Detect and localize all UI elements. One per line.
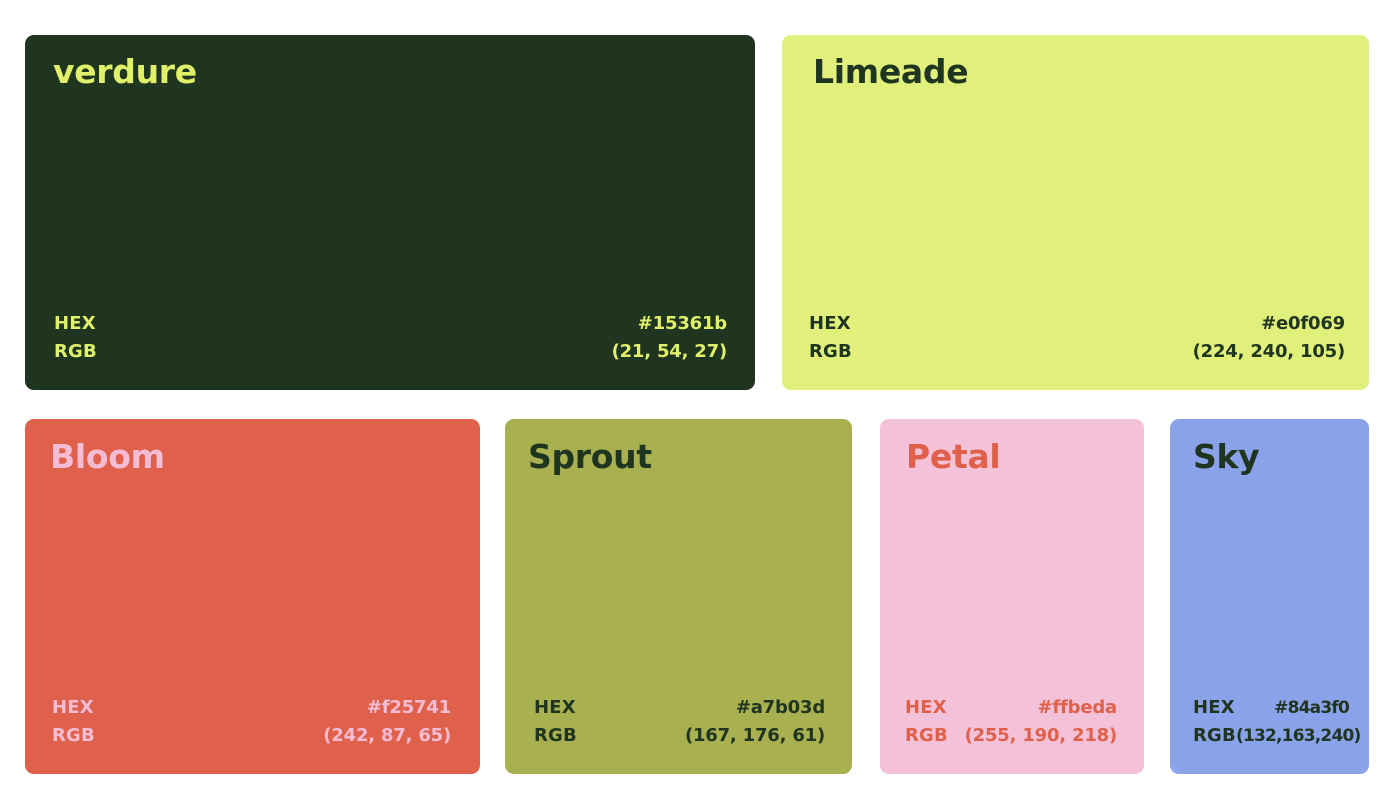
swatch-name: Sprout	[528, 437, 652, 476]
rgb-value[interactable]: (224, 240, 105)	[1192, 341, 1346, 362]
rgb-label: RGB	[534, 725, 577, 746]
swatch-name: verdure	[53, 52, 197, 91]
hex-value[interactable]: #ffbeda	[1037, 697, 1118, 718]
swatch-card-petal[interactable]: Petal HEX #ffbeda RGB (255, 190, 218)	[880, 419, 1144, 774]
hex-value[interactable]: #f25741	[366, 697, 451, 718]
hex-value[interactable]: #a7b03d	[735, 697, 825, 718]
swatch-info: HEX #f25741 RGB (242, 87, 65)	[52, 694, 451, 750]
hex-row: HEX #e0f069	[809, 310, 1345, 338]
hex-row: HEX #f25741	[52, 694, 451, 722]
rgb-value[interactable]: (255, 190, 218)	[964, 725, 1118, 746]
hex-row: HEX #15361b	[54, 310, 727, 338]
swatch-info: HEX #e0f069 RGB (224, 240, 105)	[809, 310, 1345, 366]
swatch-card-sky[interactable]: Sky HEX #84a3f0 RGB (132,163,240)	[1170, 419, 1369, 774]
hex-value[interactable]: #84a3f0	[1274, 698, 1350, 718]
hex-row: HEX #ffbeda	[905, 694, 1117, 722]
swatch-info: HEX #15361b RGB (21, 54, 27)	[54, 310, 727, 366]
swatch-name: Sky	[1193, 437, 1260, 476]
rgb-row: RGB (167, 176, 61)	[534, 722, 825, 750]
hex-label: HEX	[54, 313, 96, 334]
swatch-card-verdure[interactable]: verdure HEX #15361b RGB (21, 54, 27)	[25, 35, 755, 390]
rgb-row: RGB (255, 190, 218)	[905, 722, 1117, 750]
rgb-value[interactable]: (21, 54, 27)	[611, 341, 728, 362]
hex-label: HEX	[534, 697, 576, 718]
swatch-info: HEX #ffbeda RGB (255, 190, 218)	[905, 694, 1117, 750]
hex-row: HEX #a7b03d	[534, 694, 825, 722]
swatch-card-limeade[interactable]: Limeade HEX #e0f069 RGB (224, 240, 105)	[782, 35, 1369, 390]
hex-value[interactable]: #15361b	[637, 313, 727, 334]
hex-label: HEX	[905, 697, 947, 718]
hex-value[interactable]: #e0f069	[1261, 313, 1345, 334]
swatch-info: HEX #84a3f0 RGB (132,163,240)	[1193, 694, 1361, 750]
swatch-card-bloom[interactable]: Bloom HEX #f25741 RGB (242, 87, 65)	[25, 419, 480, 774]
rgb-row: RGB (224, 240, 105)	[809, 338, 1345, 366]
hex-row: HEX #84a3f0	[1193, 694, 1350, 722]
swatch-name: Petal	[906, 437, 1001, 476]
rgb-label: RGB	[52, 725, 95, 746]
swatch-card-sprout[interactable]: Sprout HEX #a7b03d RGB (167, 176, 61)	[505, 419, 852, 774]
rgb-label: RGB	[809, 341, 852, 362]
rgb-row: RGB (242, 87, 65)	[52, 722, 451, 750]
swatch-name: Bloom	[50, 437, 165, 476]
rgb-label: RGB	[54, 341, 97, 362]
hex-label: HEX	[809, 313, 851, 334]
rgb-value[interactable]: (132,163,240)	[1235, 726, 1361, 746]
rgb-row: RGB (132,163,240)	[1193, 722, 1361, 750]
hex-label: HEX	[52, 697, 94, 718]
rgb-label: RGB	[905, 725, 948, 746]
hex-label: HEX	[1193, 697, 1235, 718]
rgb-row: RGB (21, 54, 27)	[54, 338, 727, 366]
swatch-name: Limeade	[813, 52, 969, 91]
rgb-label: RGB	[1193, 725, 1236, 746]
rgb-value[interactable]: (242, 87, 65)	[323, 725, 451, 746]
rgb-value[interactable]: (167, 176, 61)	[684, 725, 825, 746]
swatch-info: HEX #a7b03d RGB (167, 176, 61)	[534, 694, 825, 750]
